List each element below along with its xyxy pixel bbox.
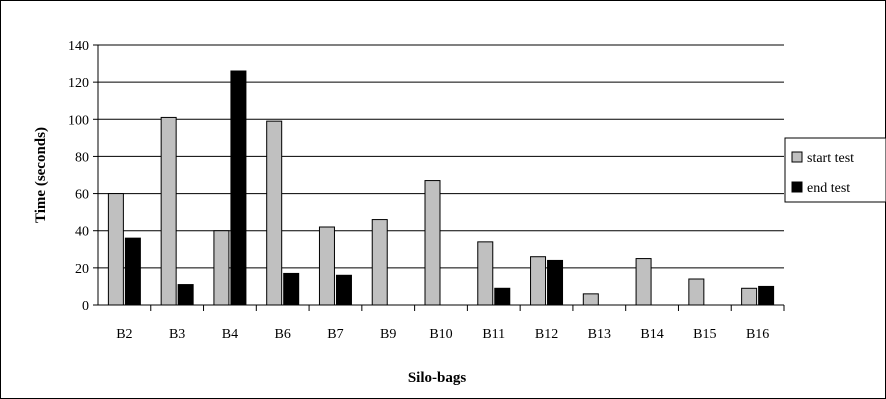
x-tick-label: B2 — [116, 327, 132, 342]
y-tick-label: 0 — [82, 299, 89, 314]
gridlines — [98, 44, 784, 269]
bar-start-test-b16 — [741, 287, 758, 306]
bar-start-test-b11 — [477, 241, 494, 306]
bar-start-test-b7 — [318, 226, 335, 306]
legend-swatch-end-test — [791, 181, 803, 193]
x-tick-label: B16 — [746, 327, 769, 342]
y-tick-label: 40 — [75, 225, 89, 240]
bar-end-test-b12 — [547, 259, 564, 306]
y-tick-label: 120 — [68, 76, 89, 91]
legend-swatch-start-test — [791, 151, 803, 163]
bar-start-test-b13 — [582, 293, 599, 306]
bar-start-test-b6 — [266, 120, 283, 306]
legend-label-start-test: start test — [807, 151, 854, 166]
axes — [93, 44, 785, 311]
x-tick-label: B3 — [169, 327, 185, 342]
bar-start-test-b2 — [107, 193, 124, 306]
legend-label-end-test: end test — [807, 181, 850, 196]
bar-end-test-b7 — [335, 274, 352, 306]
y-axis-title: Time (seconds) — [33, 127, 49, 223]
x-tick-label: B15 — [693, 327, 716, 342]
x-tick-label: B14 — [640, 327, 663, 342]
bar-start-test-b3 — [160, 116, 177, 306]
bar-start-test-b15 — [688, 278, 705, 306]
x-tick-label: B11 — [482, 327, 505, 342]
x-tick-label: B9 — [380, 327, 396, 342]
tick-labels: 0 20 40 60 80 100 120 140 B2 B3 B4 B6 B7 B9 B10 B11 B12 B… — [68, 39, 769, 342]
y-tick-label: 140 — [68, 39, 89, 54]
bar-end-test-b6 — [283, 272, 300, 306]
x-tick-label: B6 — [275, 327, 291, 342]
y-tick-label: 80 — [75, 150, 89, 165]
x-tick-label: B12 — [535, 327, 558, 342]
bar-end-test-b11 — [494, 287, 511, 306]
x-tick-label: B13 — [588, 327, 611, 342]
y-tick-label: 20 — [75, 262, 89, 277]
bar-end-test-b2 — [124, 237, 141, 306]
x-tick-label: B10 — [429, 327, 452, 342]
bar-start-test-b14 — [635, 258, 652, 306]
y-tick-label: 100 — [68, 113, 89, 128]
y-tick-label: 60 — [75, 188, 89, 203]
bar-end-test-b16 — [758, 285, 775, 306]
legend: start test end test — [784, 137, 886, 203]
bar-start-test-b9 — [371, 219, 388, 306]
x-tick-label: B7 — [327, 327, 343, 342]
x-axis-title: Silo-bags — [408, 370, 467, 386]
bar-end-test-b3 — [177, 284, 194, 306]
bar-end-test-b4 — [230, 70, 247, 306]
bars — [107, 70, 775, 306]
x-tick-label: B4 — [222, 327, 238, 342]
bar-start-test-b10 — [424, 180, 441, 306]
bar-start-test-b12 — [530, 256, 547, 306]
bar-start-test-b4 — [213, 230, 230, 306]
